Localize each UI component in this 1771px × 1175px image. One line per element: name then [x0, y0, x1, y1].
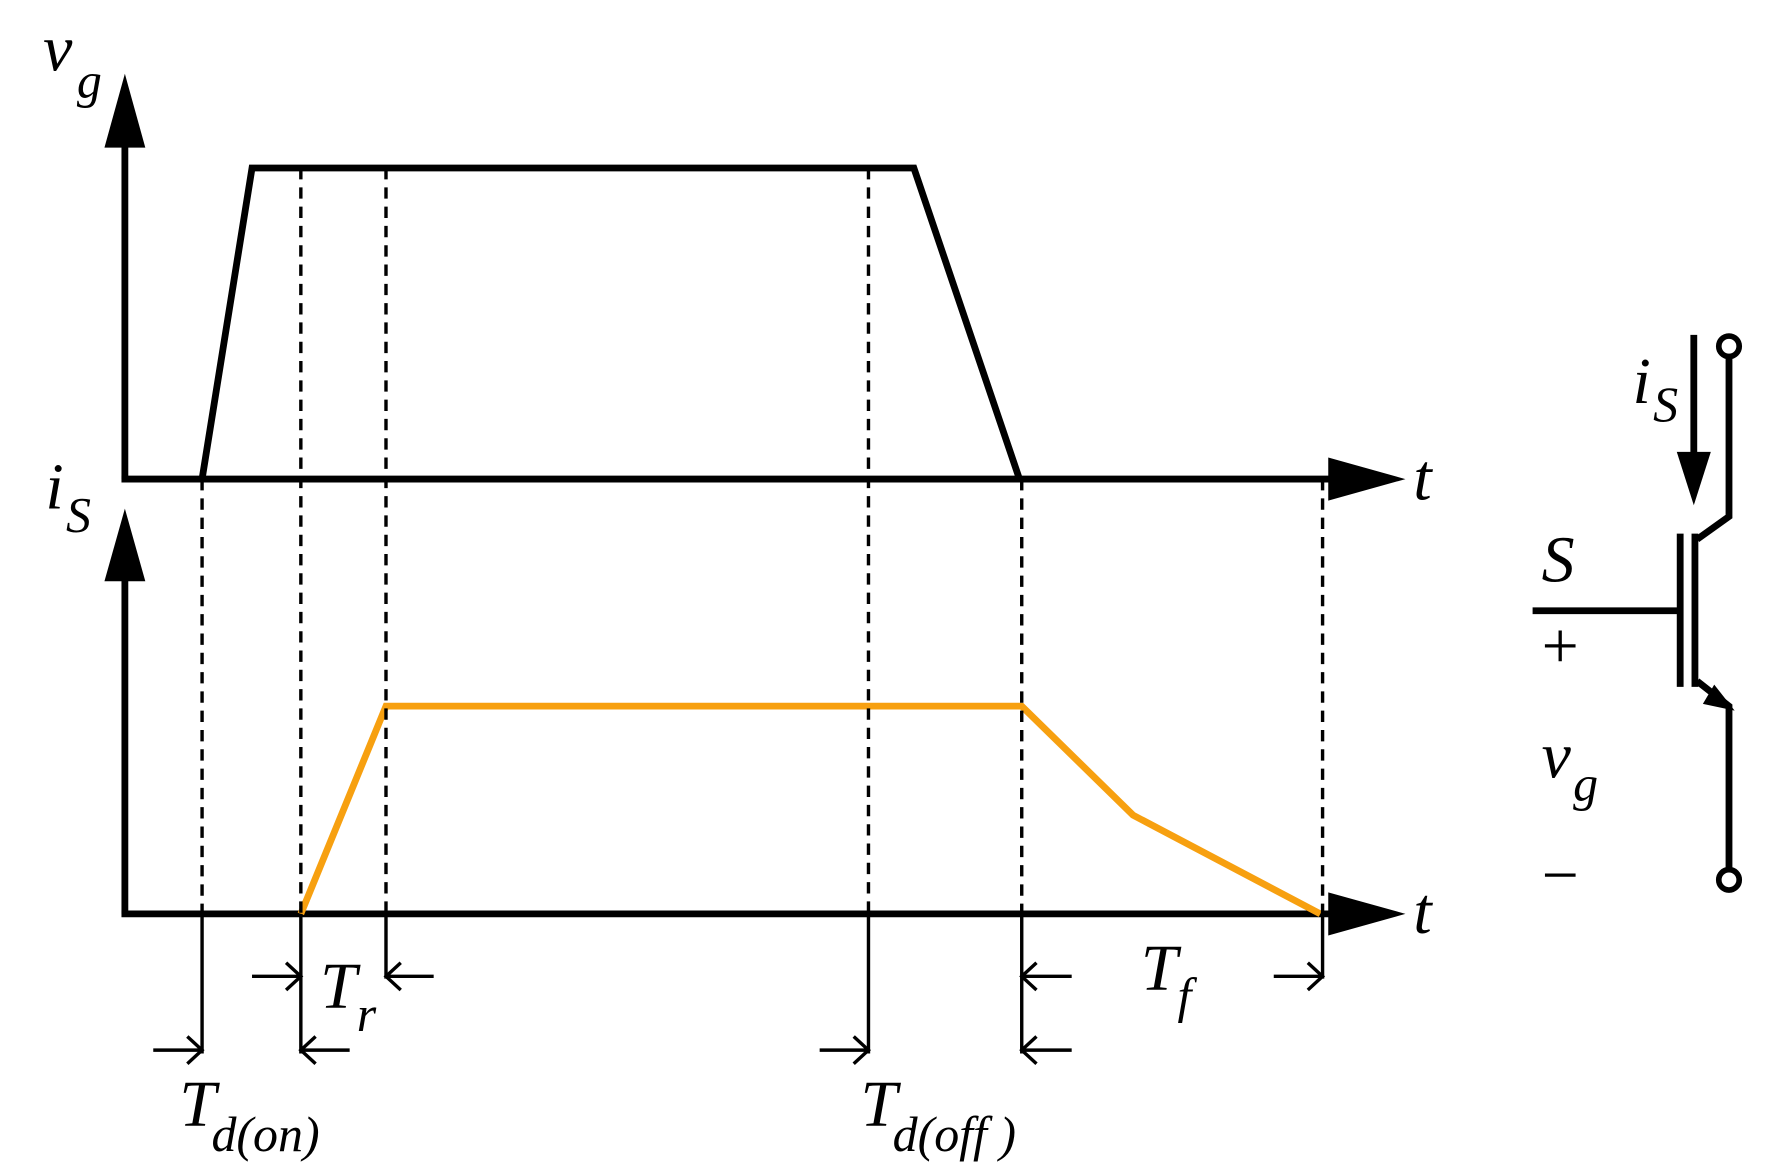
is-axis-label: iS — [45, 451, 91, 543]
minus-label: − — [1542, 839, 1579, 912]
time-label-top: t — [1413, 442, 1433, 515]
is-axis-arrow — [104, 508, 146, 582]
label-part: T — [1141, 932, 1182, 1005]
label-part: T — [179, 1068, 220, 1141]
turn-off-delay-label: Td(off ) — [861, 1068, 1017, 1162]
label-part: g — [1573, 755, 1598, 811]
interval-arrows — [153, 961, 1326, 1065]
is-waveform — [297, 702, 1322, 917]
switch-label: S — [1542, 523, 1575, 596]
label-part: S — [66, 486, 91, 542]
plus-label: + — [1542, 610, 1579, 683]
circuit-current-label: iS — [1632, 345, 1678, 432]
label-part: T — [861, 1068, 902, 1141]
label-part: r — [357, 986, 377, 1042]
label-part: i — [45, 451, 63, 524]
label-part: d(on) — [211, 1106, 319, 1162]
turn-on-delay-label: Td(on) — [179, 1068, 319, 1162]
label-part: S — [1653, 376, 1678, 432]
guide-lines — [200, 168, 1325, 1054]
label-part: i — [1632, 345, 1650, 418]
time-label-bottom: t — [1413, 875, 1433, 948]
switch-symbol — [1532, 333, 1743, 893]
label-part: f — [1178, 968, 1198, 1024]
label-part: g — [77, 53, 102, 109]
label-part: d(off ) — [893, 1106, 1016, 1162]
time-axis-bottom-arrow — [1328, 892, 1406, 936]
label-part: v — [1542, 720, 1572, 793]
vg-waveform — [198, 164, 1023, 481]
label-part: v — [43, 12, 73, 85]
fall-time-label: Tf — [1141, 932, 1198, 1024]
label-part: T — [320, 950, 361, 1023]
time-axis-top-arrow — [1328, 457, 1406, 501]
rise-time-label: Tr — [320, 950, 377, 1042]
vg-axis-arrow — [104, 73, 146, 148]
circuit-gate-voltage-label: vg — [1542, 720, 1598, 812]
